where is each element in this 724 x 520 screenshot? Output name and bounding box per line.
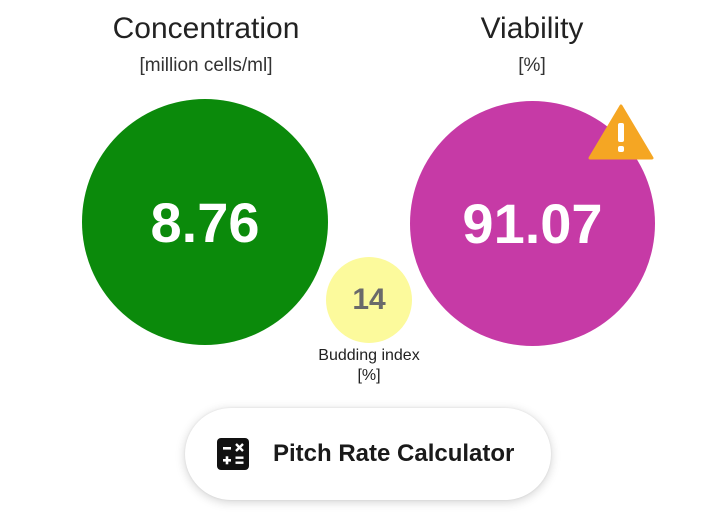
- viability-title: Viability: [480, 12, 584, 45]
- concentration-title: Concentration: [112, 12, 300, 45]
- calculator-icon: [217, 438, 249, 470]
- viability-unit: [%]: [518, 55, 546, 76]
- pitch-rate-calculator-button[interactable]: Pitch Rate Calculator: [185, 408, 551, 500]
- pitch-rate-calculator-label: Pitch Rate Calculator: [273, 440, 515, 467]
- concentration-value: 8.76: [150, 190, 260, 254]
- warning-triangle-icon[interactable]: [588, 104, 654, 160]
- budding-index-gauge[interactable]: 14: [326, 257, 412, 343]
- viability-header: Viability [%]: [382, 12, 682, 78]
- viability-value: 91.07: [462, 192, 603, 255]
- budding-index-label: Budding index: [318, 347, 420, 364]
- budding-index-unit: [%]: [357, 367, 381, 384]
- concentration-header: Concentration [million cells/ml]: [56, 12, 356, 78]
- budding-index-value: 14: [352, 283, 386, 316]
- concentration-unit: [million cells/ml]: [139, 55, 273, 76]
- concentration-gauge[interactable]: 8.76: [82, 99, 328, 345]
- budding-index-caption: Budding index [%]: [298, 346, 440, 386]
